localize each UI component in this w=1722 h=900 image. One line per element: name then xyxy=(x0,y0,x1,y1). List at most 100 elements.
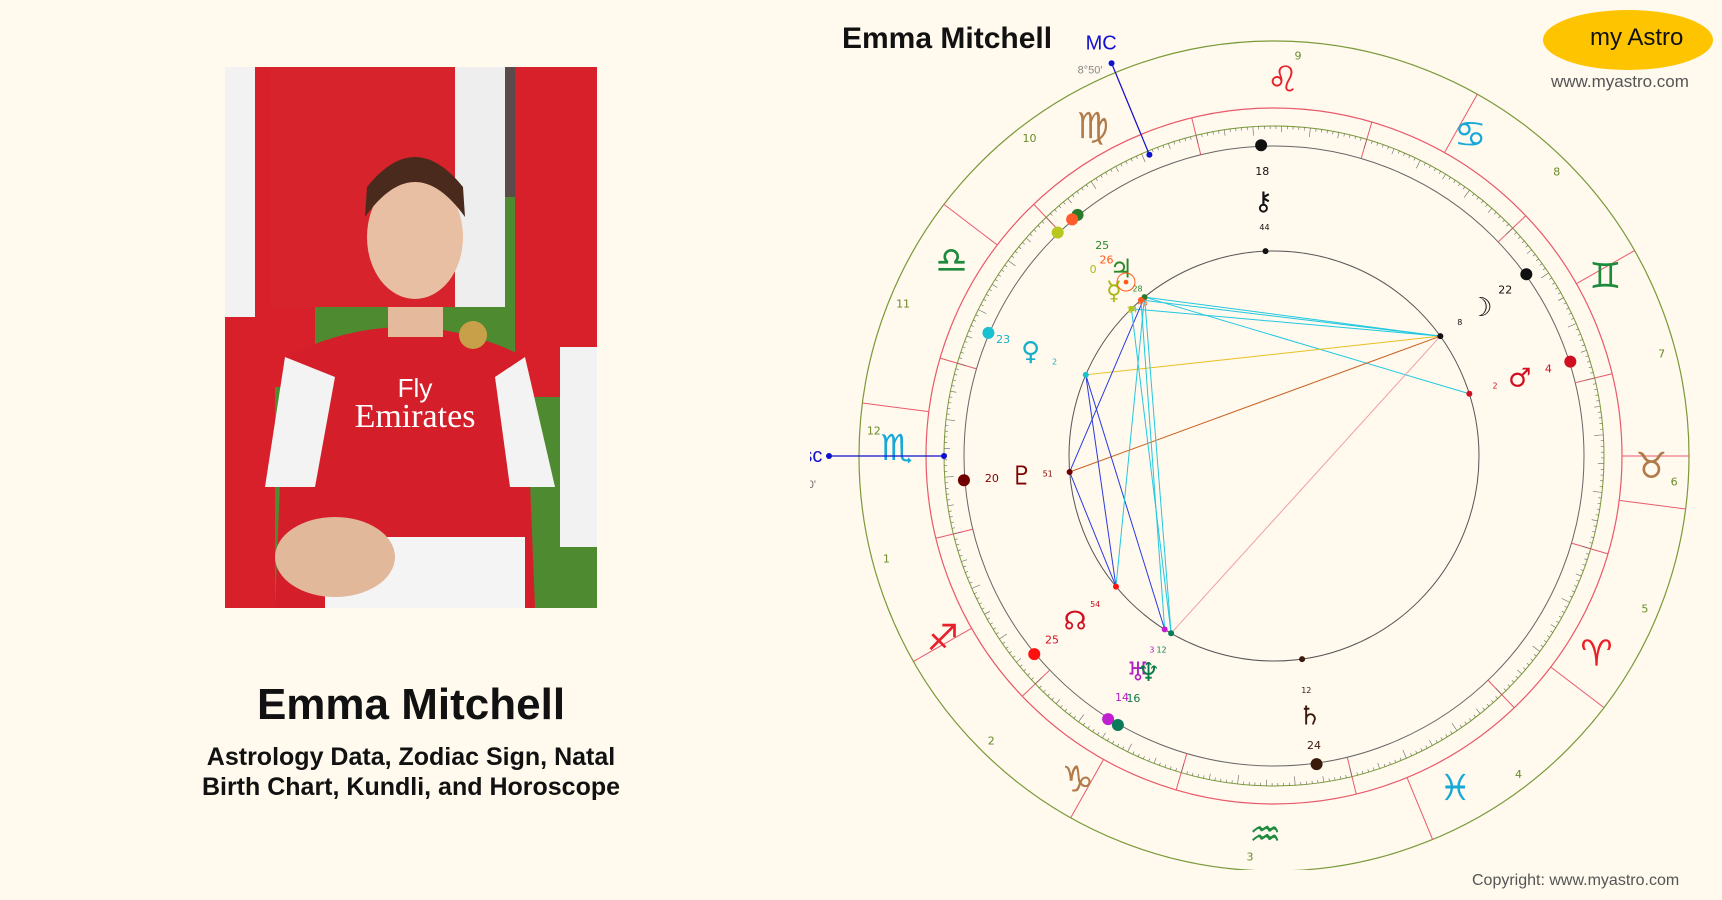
node-position-dot xyxy=(1028,648,1041,661)
jupiter-minute-label: 28 xyxy=(1132,285,1142,294)
venus-aspect-point xyxy=(1082,371,1089,378)
degree-tick xyxy=(1592,531,1596,533)
degree-tick xyxy=(954,538,958,540)
degree-tick xyxy=(1377,762,1380,769)
degree-tick xyxy=(1162,145,1165,149)
site-url[interactable]: www.myastro.com xyxy=(1551,72,1689,91)
uranus-minute-label: 3 xyxy=(1149,646,1154,655)
degree-tick xyxy=(1493,211,1497,215)
degree-tick xyxy=(1086,184,1089,188)
degree-tick xyxy=(1485,204,1488,207)
degree-tick xyxy=(1343,133,1345,137)
degree-tick xyxy=(1473,714,1476,718)
aspect-line xyxy=(1085,374,1166,630)
degree-tick xyxy=(998,274,1001,277)
degree-tick xyxy=(1410,753,1413,757)
degree-tick xyxy=(1097,732,1100,736)
degree-tick xyxy=(1593,491,1603,493)
sun-degree-label: 26 xyxy=(1100,254,1114,267)
degree-tick xyxy=(1532,254,1536,257)
degree-tick xyxy=(1594,405,1601,408)
pluto-aspect-point xyxy=(1066,468,1073,475)
degree-tick xyxy=(973,592,977,595)
degree-tick xyxy=(1025,237,1031,243)
chiron-degree-label: 18 xyxy=(1255,165,1269,178)
house-number: 2 xyxy=(988,734,995,747)
house-number: 5 xyxy=(1641,602,1648,615)
degree-tick xyxy=(1523,667,1526,670)
degree-tick xyxy=(1453,180,1456,183)
neptune-position-dot xyxy=(1111,718,1124,731)
logo-badge[interactable] xyxy=(1543,10,1713,70)
cancer-glyph-icon: ♋ xyxy=(1454,115,1486,156)
degree-tick xyxy=(1575,328,1579,331)
degree-tick xyxy=(1356,772,1358,776)
degree-ring xyxy=(943,125,1605,787)
saturn-glyph-icon: ♄ xyxy=(1298,702,1321,732)
sun-glyph-icon: ☉ xyxy=(1114,269,1137,299)
degree-tick xyxy=(981,607,985,610)
degree-tick xyxy=(1521,240,1525,244)
degree-tick xyxy=(1540,644,1544,648)
degree-tick xyxy=(1322,776,1325,783)
degree-tick xyxy=(1571,590,1575,593)
venus-minute-label: 2 xyxy=(1052,357,1057,366)
degree-tick xyxy=(1087,725,1090,729)
degree-tick xyxy=(1208,773,1211,780)
degree-tick xyxy=(1203,775,1205,779)
house-number: 9 xyxy=(1294,50,1301,63)
degree-tick xyxy=(1005,646,1009,649)
degree-tick xyxy=(1517,669,1523,675)
venus-degree-label: 23 xyxy=(996,333,1010,346)
degree-tick xyxy=(1507,684,1511,687)
degree-tick xyxy=(980,304,984,307)
degree-tick xyxy=(1223,129,1226,136)
aspect-line xyxy=(1069,335,1441,473)
degree-tick xyxy=(1201,133,1203,138)
degree-tick xyxy=(1590,372,1594,374)
person-name: Emma Mitchell xyxy=(256,680,566,729)
degree-tick xyxy=(1585,355,1589,358)
degree-tick xyxy=(1127,743,1132,752)
saturn-position-dot xyxy=(1310,758,1323,771)
degree-tick xyxy=(1580,569,1584,571)
degree-tick xyxy=(1371,140,1373,144)
pluto-degree-label: 20 xyxy=(985,472,999,485)
venus-position-dot xyxy=(982,326,995,339)
degree-tick xyxy=(1530,658,1534,661)
degree-tick xyxy=(958,357,962,359)
subtitle-line1: Astrology Data, Zodiac Sign, Natal xyxy=(206,743,616,771)
mars-glyph-icon: ♂ xyxy=(1508,364,1531,394)
degree-tick xyxy=(1502,219,1505,223)
node-minute-label: 54 xyxy=(1090,600,1100,609)
node-aspect-point xyxy=(1112,583,1119,590)
degree-tick xyxy=(1157,147,1159,151)
logo-text[interactable]: my Astro xyxy=(1590,24,1683,52)
degree-tick xyxy=(1450,731,1453,734)
degree-tick xyxy=(1448,176,1451,180)
degree-tick xyxy=(1591,519,1598,522)
degree-tick xyxy=(1151,149,1154,153)
degree-tick xyxy=(1585,377,1595,381)
degree-tick xyxy=(1252,126,1254,136)
virgo-glyph-icon: ♍ xyxy=(1077,106,1109,147)
house-number: 6 xyxy=(1671,476,1678,489)
degree-tick xyxy=(1558,615,1562,618)
degree-tick xyxy=(1332,131,1334,135)
degree-tick xyxy=(957,362,967,367)
degree-tick xyxy=(961,559,968,562)
degree-tick xyxy=(1451,722,1458,731)
degree-tick xyxy=(1014,251,1018,254)
degree-tick xyxy=(968,330,972,333)
degree-tick xyxy=(1058,205,1062,209)
mars-degree-label: 4 xyxy=(1545,363,1552,376)
degree-tick xyxy=(1168,143,1171,150)
mercury-degree-label: 0 xyxy=(1090,263,1097,276)
degree-tick xyxy=(1552,282,1556,285)
degree-tick xyxy=(1526,249,1532,254)
degree-tick xyxy=(1425,745,1428,749)
uranus-aspect-point xyxy=(1161,626,1168,633)
neptune-minute-label: 12 xyxy=(1156,646,1166,655)
degree-tick xyxy=(1050,213,1053,216)
